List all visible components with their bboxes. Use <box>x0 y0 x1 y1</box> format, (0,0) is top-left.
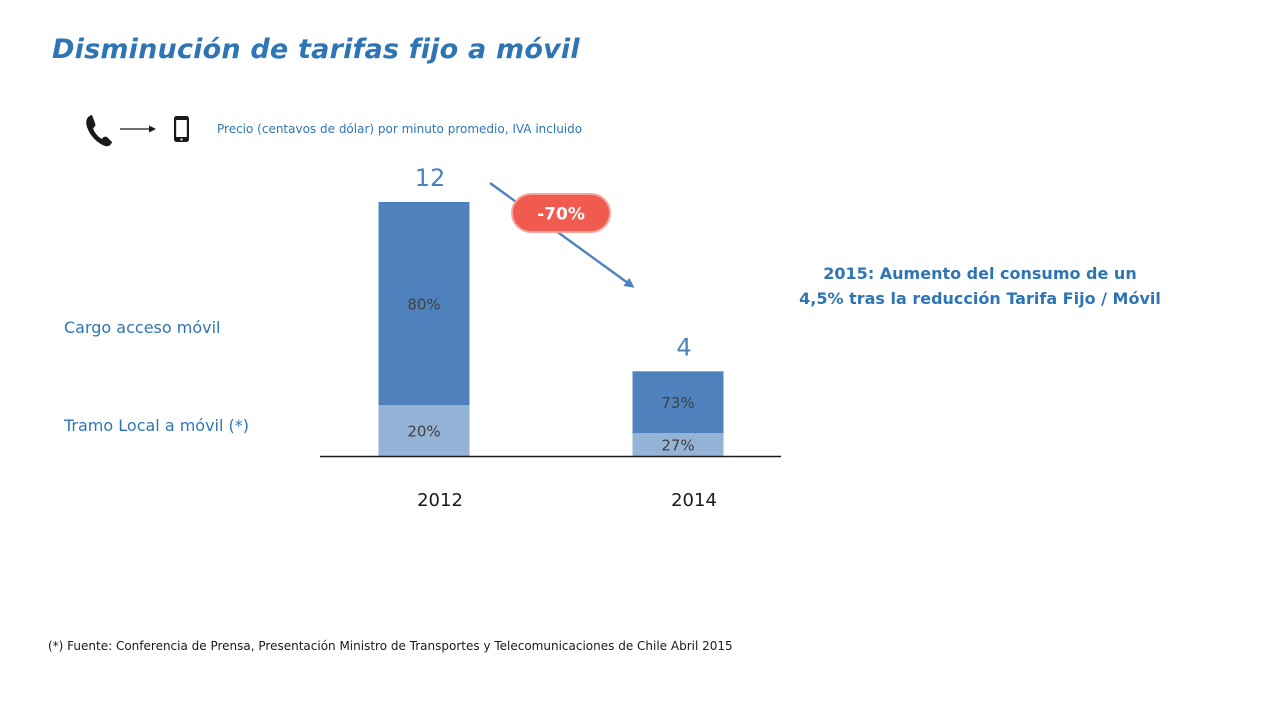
consumption-note-line1: 2015: Aumento del consumo de un <box>823 264 1137 283</box>
bar-2012-bottom <box>378 405 470 456</box>
change-badge: -70% <box>511 193 611 233</box>
phone-to-mobile-graphic <box>86 115 189 147</box>
consumption-note-line2: 4,5% tras la reducción Tarifa Fijo / Móv… <box>799 289 1161 308</box>
total-label-2012: 12 <box>415 164 446 192</box>
x-tick-2014: 2014 <box>671 490 717 511</box>
bar-2014-top <box>632 371 724 434</box>
change-badge-shape <box>511 193 611 233</box>
bar-label-2014-top: 73% <box>661 394 694 412</box>
bar-label-2012-top: 80% <box>407 296 440 314</box>
landline-phone-icon <box>86 115 112 147</box>
bar-label-2014-bottom: 27% <box>661 437 694 455</box>
phone-to-mobile-icons <box>84 112 194 148</box>
source-footnote: (*) Fuente: Conferencia de Prensa, Prese… <box>48 639 733 653</box>
bar-2014-bottom <box>632 433 724 456</box>
x-tick-2012: 2012 <box>417 490 463 511</box>
mobile-phone-icon <box>174 116 189 142</box>
row-label-tramo: Tramo Local a móvil (*) <box>64 416 250 435</box>
page-title: Disminución de tarifas fijo a móvil <box>52 34 580 65</box>
total-label-2014: 4 <box>676 333 691 361</box>
bar-2012-top <box>378 202 470 406</box>
decrease-arrow <box>489 182 635 288</box>
row-label-cargo: Cargo acceso móvil <box>64 318 221 337</box>
arrow-right-icon <box>120 125 156 133</box>
chart-subtitle: Precio (centavos de dólar) por minuto pr… <box>217 122 583 136</box>
bar-label-2012-bottom: 20% <box>407 423 440 441</box>
consumption-note: 2015: Aumento del consumo de un 4,5% tra… <box>770 261 1190 311</box>
change-badge-label: -70% <box>537 205 585 225</box>
